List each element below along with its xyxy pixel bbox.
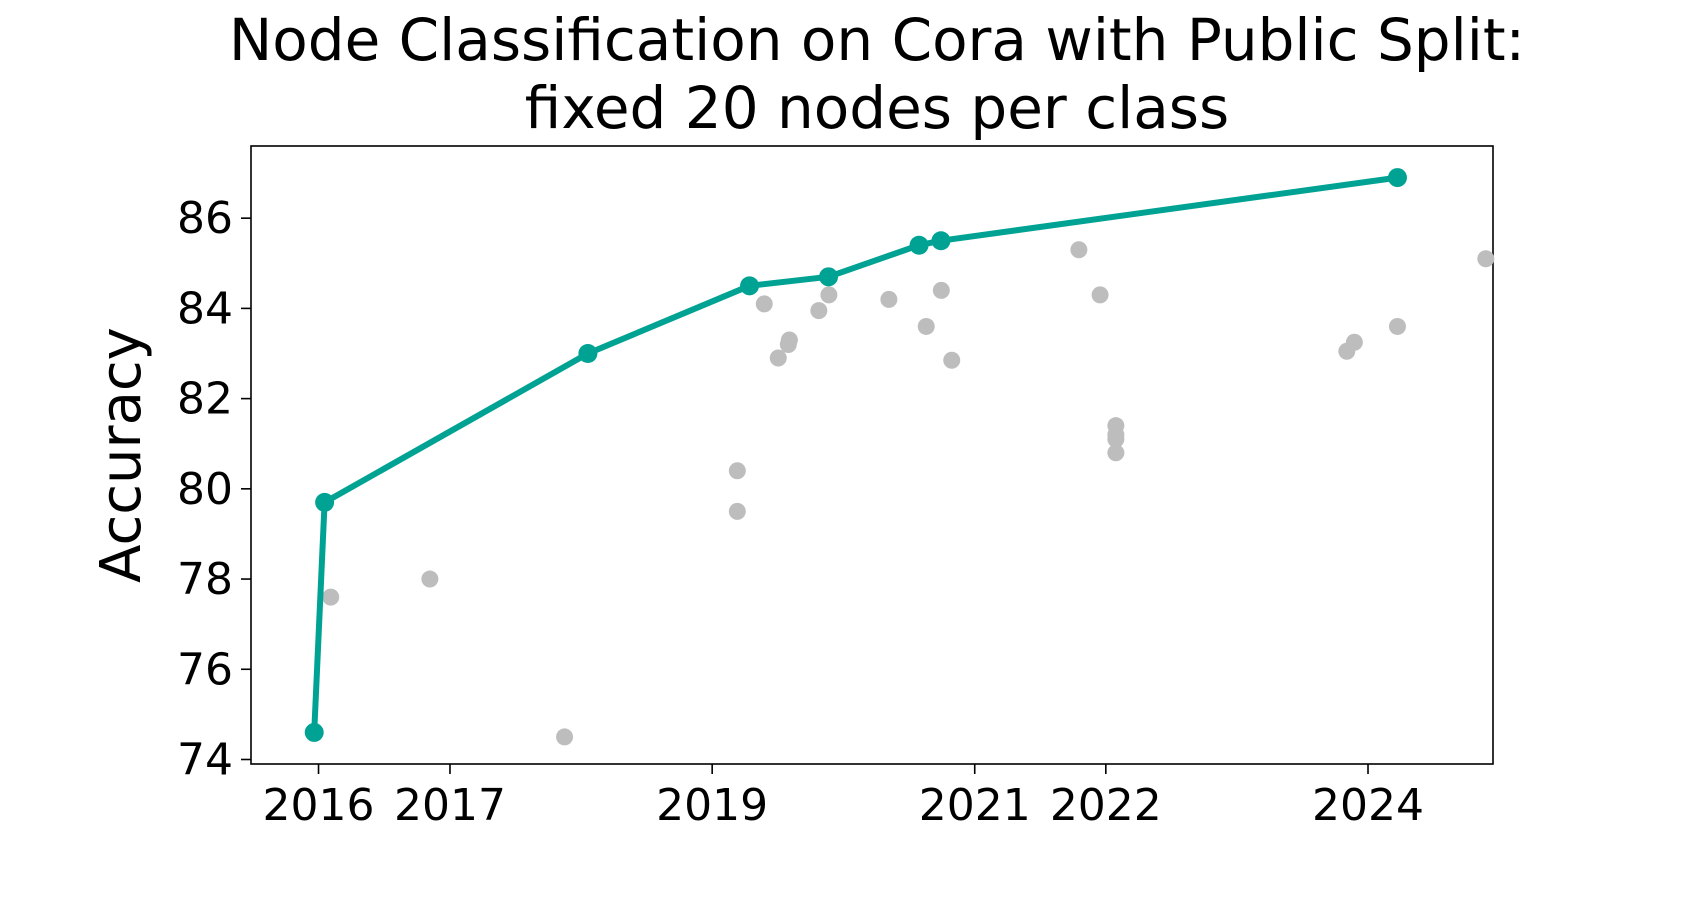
sota-point	[819, 267, 839, 287]
x-tick-label: 2022	[1050, 780, 1162, 831]
other-method-point	[755, 295, 773, 313]
x-tick-label: 2019	[656, 780, 768, 831]
other-method-point	[1477, 250, 1495, 268]
other-method-point	[556, 728, 574, 746]
other-method-point	[810, 302, 828, 320]
y-tick-label: 74	[177, 734, 233, 785]
other-method-point	[943, 351, 961, 369]
other-method-point	[728, 462, 746, 480]
other-method-point	[728, 502, 746, 520]
sota-point	[909, 235, 929, 255]
y-tick-label: 86	[177, 193, 233, 244]
other-method-point	[1345, 333, 1363, 351]
chart-subtitle: fixed 20 nodes per class	[525, 74, 1229, 142]
other-method-point	[1107, 444, 1125, 462]
y-axis-label: Accuracy	[89, 327, 154, 583]
x-axis: 2016 2017 2019 2021 2022 2024	[263, 764, 1424, 831]
plot-area	[250, 145, 1494, 765]
y-tick-label: 76	[177, 644, 233, 695]
other-method-point	[880, 290, 898, 308]
chart-title: Node Classification on Cora with Public …	[229, 6, 1525, 74]
other-method-point	[780, 331, 798, 349]
sota-point	[578, 344, 598, 364]
other-method-point	[932, 281, 950, 299]
y-tick-label: 84	[177, 283, 233, 334]
x-tick-label: 2017	[394, 780, 506, 831]
other-method-point	[1388, 317, 1406, 335]
x-tick-label: 2021	[919, 780, 1031, 831]
y-axis: 74 76 78 80 82 84 86	[177, 193, 251, 785]
sota-point	[740, 276, 760, 296]
sota-point	[1387, 168, 1407, 188]
y-tick-label: 82	[177, 374, 233, 425]
other-methods-series	[322, 241, 1495, 746]
sota-point	[304, 722, 324, 742]
other-method-point	[769, 349, 787, 367]
y-tick-label: 78	[177, 554, 233, 605]
other-method-point	[917, 317, 935, 335]
x-tick-label: 2024	[1312, 780, 1424, 831]
other-method-point	[322, 588, 340, 606]
x-tick-label: 2016	[263, 780, 375, 831]
sota-point	[315, 492, 335, 512]
other-method-point	[1070, 241, 1088, 259]
sota-frontier-series	[304, 168, 1407, 742]
other-method-point	[421, 570, 439, 588]
y-tick-label: 80	[177, 464, 233, 515]
other-method-point	[820, 286, 838, 304]
sota-point	[931, 231, 951, 251]
other-method-point	[1107, 426, 1125, 444]
other-method-point	[1091, 286, 1109, 304]
